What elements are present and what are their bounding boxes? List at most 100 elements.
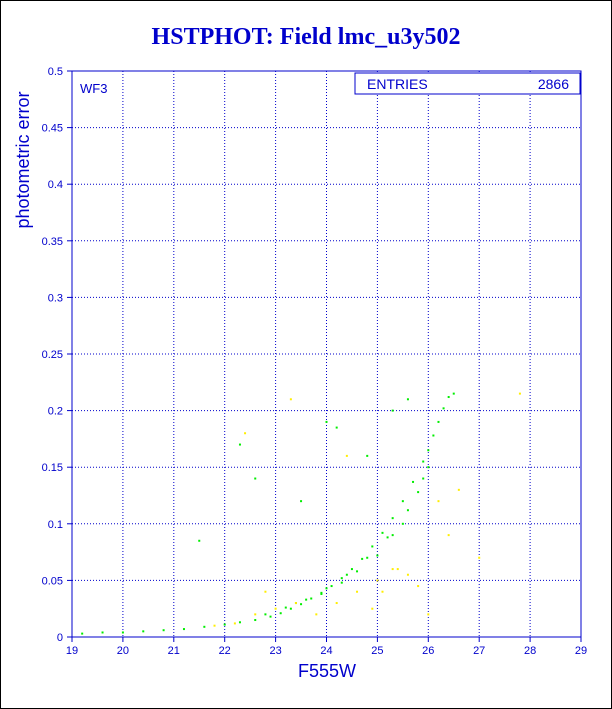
y-tick-label: 0.35 (42, 236, 63, 248)
y-tick-label: 0.45 (42, 123, 63, 135)
yellow-point (213, 624, 216, 627)
green-point (320, 591, 323, 594)
stats-box-frame (354, 72, 581, 95)
yellow-point (335, 602, 338, 605)
green-point (422, 477, 425, 480)
yellow-point (406, 573, 409, 576)
green-point (279, 612, 282, 615)
green-point (269, 615, 272, 618)
y-tick-label: 0.5 (48, 66, 63, 78)
green-point (432, 434, 435, 437)
green-point (162, 629, 165, 632)
green-point (350, 568, 353, 571)
y-tick-label: 0 (57, 632, 63, 644)
green-point (366, 556, 369, 559)
green-point (182, 628, 185, 631)
yellow-point (427, 613, 430, 616)
x-axis-label: F555W (298, 661, 356, 681)
yellow-point (417, 585, 420, 588)
x-tick-label: 29 (575, 645, 587, 657)
yellow-point (391, 568, 394, 571)
y-tick-label: 0.05 (42, 575, 63, 587)
yellow-point (294, 602, 297, 605)
stats-box: ENTRIES 2866 (354, 72, 581, 95)
green-point (391, 517, 394, 520)
stats-entries-value: 2866 (538, 76, 569, 92)
yellow-point (315, 613, 318, 616)
x-tick-label: 28 (524, 645, 536, 657)
green-point (391, 409, 394, 412)
green-point (101, 631, 104, 634)
green-point (427, 449, 430, 452)
green-point (325, 587, 328, 590)
green-point (121, 631, 124, 634)
x-tick-label: 23 (269, 645, 281, 657)
yellow-point (356, 590, 359, 593)
y-tick-label: 0.25 (42, 349, 63, 361)
green-point (325, 420, 328, 423)
data-points (81, 392, 521, 635)
y-tick-label: 0.1 (48, 519, 63, 531)
yellow-point (254, 613, 257, 616)
green-point (264, 613, 267, 616)
green-point (310, 597, 313, 600)
y-tick-label: 0.2 (48, 406, 63, 418)
panel-label: WF3 (80, 81, 107, 96)
y-tick-label: 0.3 (48, 292, 63, 304)
stats-entries-label: ENTRIES (367, 76, 428, 92)
yellow-point (518, 392, 521, 395)
yellow-point (264, 590, 267, 593)
green-point (238, 621, 241, 624)
green-point (340, 581, 343, 584)
grid-lines (72, 71, 581, 637)
green-point (452, 392, 455, 395)
green-point (289, 607, 292, 610)
green-point (305, 598, 308, 601)
y-tick-label: 0.15 (42, 462, 63, 474)
green-point (284, 606, 287, 609)
green-point (320, 592, 323, 595)
y-axis-label: photometric error (13, 91, 33, 228)
yellow-point (437, 500, 440, 503)
green-point (223, 623, 226, 626)
green-point (361, 557, 364, 560)
green-point (422, 460, 425, 463)
green-point (447, 396, 450, 399)
x-tick-label: 26 (422, 645, 434, 657)
green-point (254, 477, 257, 480)
yellow-point (447, 534, 450, 537)
green-point (345, 573, 348, 576)
x-axis-ticks: 19 20 21 22 23 24 25 26 27 28 29 (66, 637, 587, 657)
y-axis-ticks: 0 0.05 0.1 0.15 0.2 0.25 0.3 0.35 0.4 0.45 0.5 (42, 66, 72, 644)
yellow-point (478, 556, 481, 559)
x-tick-label: 22 (219, 645, 231, 657)
x-tick-label: 19 (66, 645, 78, 657)
green-point (203, 625, 206, 628)
x-tick-label: 20 (117, 645, 129, 657)
green-point (412, 480, 415, 483)
green-point (356, 570, 359, 573)
green-point (335, 426, 338, 429)
green-point (386, 536, 389, 539)
yellow-point (244, 432, 247, 435)
yellow-point (274, 607, 277, 610)
green-point (366, 454, 369, 457)
yellow-point (376, 579, 379, 582)
green-point (300, 500, 303, 503)
green-point (381, 531, 384, 534)
green-point (81, 632, 84, 635)
yellow-point (396, 568, 399, 571)
green-point (391, 534, 394, 537)
green-point (401, 522, 404, 525)
yellow-point (381, 590, 384, 593)
yellow-point (345, 454, 348, 457)
green-point (198, 539, 201, 542)
green-point (142, 630, 145, 633)
green-point (401, 500, 404, 503)
green-point (437, 420, 440, 423)
yellow-point (289, 398, 292, 401)
green-point (254, 619, 257, 622)
yellow-point (233, 622, 236, 625)
green-point (330, 585, 333, 588)
